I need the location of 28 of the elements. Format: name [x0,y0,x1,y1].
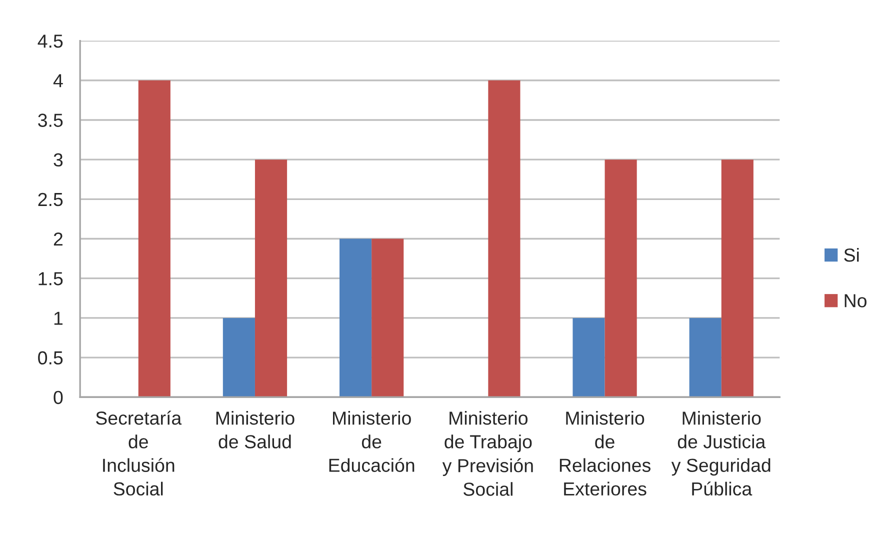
bar [222,318,255,398]
bar [138,80,170,398]
bar [604,160,637,398]
x-tick-label: Secretaría de Inclusión Social [96,410,182,496]
bar [254,160,288,398]
x-tick-label: Ministerio de Educación [329,411,414,472]
y-tick-label: 0.5 [38,351,63,365]
y-tick-label: 0 [54,390,63,404]
x-tick-label: Ministerio de Salud [216,411,294,448]
y-tick-label: 2.5 [38,192,63,206]
legend-label: No [844,294,866,308]
x-tick-label: Ministerio de Trabajo y Previsión Social [442,411,533,496]
y-tick-label: 3.5 [38,114,63,127]
bar [572,318,605,398]
x-tick-label: Ministerio de Justicia y Seguridad Pública [671,411,770,496]
bar [721,160,754,398]
y-tick-label: 4 [53,74,63,88]
bar [372,238,404,398]
bar [340,238,372,398]
y-tick-label: 2 [54,232,62,246]
y-tick-label: 1.5 [38,272,63,286]
bar [488,80,520,398]
y-tick-label: 1 [54,312,62,325]
y-tick-label: 4.5 [38,34,63,48]
y-tick-label: 3 [54,153,63,167]
x-tick-label: Ministerio de Relaciones Exteriores [560,411,650,496]
legend-label: Si [844,248,859,262]
bar [689,318,722,398]
